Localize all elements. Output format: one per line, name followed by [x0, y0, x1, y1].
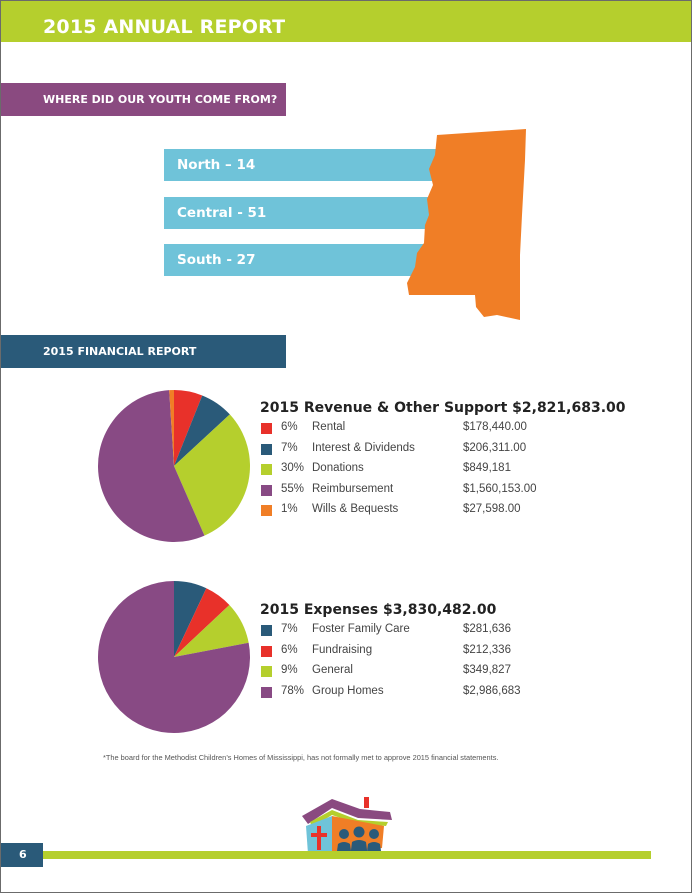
- legend-amount: $2,986,683: [463, 684, 521, 697]
- legend-percent: 6%: [281, 643, 298, 656]
- legend-label: General: [312, 664, 353, 676]
- pie-slice-donations: [174, 414, 250, 536]
- legend-row: 55% Reimbursement $1,560,153.00: [260, 482, 610, 503]
- legend-label: Foster Family Care: [312, 623, 410, 635]
- expenses-pie-chart: [97, 581, 250, 733]
- legend-amount: $27,598.00: [463, 503, 521, 515]
- legend-label: Interest & Dividends: [312, 441, 415, 454]
- legend-label: Wills & Bequests: [312, 503, 399, 515]
- legend-swatch: [261, 686, 272, 698]
- legend-row: 1% Wills & Bequests $27,598.00: [260, 502, 610, 523]
- logo-roof-accent-icon: [310, 810, 388, 827]
- legend-percent: 55%: [281, 482, 305, 495]
- legend-row: 7% Foster Family Care $281,636: [260, 622, 610, 643]
- legend-label: Reimbursement: [312, 482, 394, 495]
- expenses-legend: 2015 Expenses $3,830,482.00 7% Foster Fa…: [260, 602, 610, 704]
- pie-slice-wills-bequests: [169, 390, 174, 466]
- legend-row: 30% Donations $849,181: [260, 461, 610, 482]
- legend-swatch: [261, 666, 272, 677]
- pie-slice-interest-dividends: [174, 395, 230, 466]
- legend-percent: 78%: [281, 684, 305, 697]
- legend-swatch: [261, 423, 272, 434]
- region-label-south: South - 27: [177, 252, 256, 268]
- page-number-box: 6: [1, 843, 43, 867]
- region-label-central: Central - 51: [177, 205, 267, 221]
- revenue-title: 2015 Revenue & Other Support $2,821,683.…: [260, 400, 626, 416]
- legend-swatch: [261, 464, 272, 475]
- mississippi-map: [407, 129, 526, 320]
- legend-amount: $212,336: [463, 643, 511, 656]
- pie-slice-rental: [174, 390, 203, 466]
- legend-percent: 9%: [281, 664, 298, 676]
- expenses-title: 2015 Expenses $3,830,482.00: [260, 602, 497, 618]
- legend-label: Donations: [312, 462, 364, 474]
- legend-row: 9% General $349,827: [260, 663, 610, 684]
- pie-slice-general: [174, 604, 249, 657]
- legend-percent: 6%: [281, 421, 298, 433]
- legend-amount: $206,311.00: [463, 441, 527, 454]
- financial-section-heading: 2015 FINANCIAL REPORT: [1, 335, 286, 368]
- legend-swatch: [261, 443, 272, 455]
- page-title: 2015 ANNUAL REPORT: [43, 16, 286, 38]
- legend-amount: $349,827: [463, 664, 511, 676]
- footer-line: [43, 851, 651, 859]
- logo-cross-horizontal-icon: [311, 833, 327, 837]
- region-bar-south: South - 27: [164, 244, 449, 276]
- youth-section-heading: WHERE DID OUR YOUTH COME FROM?: [1, 83, 286, 116]
- mississippi-shape: [407, 129, 526, 320]
- financial-section-heading-text: 2015 FINANCIAL REPORT: [43, 345, 197, 358]
- region-bar-north: North – 14: [164, 149, 449, 181]
- legend-swatch: [261, 645, 272, 657]
- legend-label: Rental: [312, 421, 346, 433]
- region-label-north: North – 14: [177, 157, 256, 173]
- pie-slice-fundraising: [174, 588, 230, 657]
- legend-amount: $849,181: [463, 462, 511, 474]
- logo-roof-icon: [302, 799, 392, 824]
- legend-percent: 7%: [281, 441, 298, 454]
- legend-row: 6% Fundraising $212,336: [260, 643, 610, 664]
- legend-percent: 30%: [281, 462, 305, 474]
- legend-row: 7% Interest & Dividends $206,311.00: [260, 441, 610, 462]
- youth-section-heading-text: WHERE DID OUR YOUTH COME FROM?: [43, 93, 278, 106]
- region-bar-central: Central - 51: [164, 197, 449, 229]
- legend-label: Fundraising: [312, 643, 373, 656]
- legend-percent: 1%: [281, 503, 298, 515]
- revenue-legend: 2015 Revenue & Other Support $2,821,683.…: [260, 400, 626, 523]
- legend-amount: $178,440.00: [463, 421, 527, 433]
- logo-chimney-icon: [364, 797, 369, 808]
- legend-row: 6% Rental $178,440.00: [260, 420, 610, 441]
- legend-row: 78% Group Homes $2,986,683: [260, 684, 610, 705]
- revenue-pie-chart: [97, 390, 250, 542]
- legend-percent: 7%: [281, 623, 298, 635]
- legend-amount: $281,636: [463, 623, 511, 635]
- legend-label: Group Homes: [312, 684, 384, 697]
- pie-slice-foster-family-care: [174, 581, 207, 657]
- title-box: 2015 ANNUAL REPORT: [1, 1, 286, 42]
- footnote: *The board for the Methodist Children’s …: [103, 753, 499, 762]
- legend-swatch: [261, 505, 272, 516]
- pie-slice-reimbursement: [97, 390, 205, 542]
- legend-amount: $1,560,153.00: [463, 482, 537, 495]
- pie-slice-group-homes: [97, 581, 250, 733]
- logo-cross-vertical-icon: [317, 826, 321, 850]
- page-number: 6: [19, 848, 27, 861]
- legend-swatch: [261, 625, 272, 636]
- legend-swatch: [261, 484, 272, 496]
